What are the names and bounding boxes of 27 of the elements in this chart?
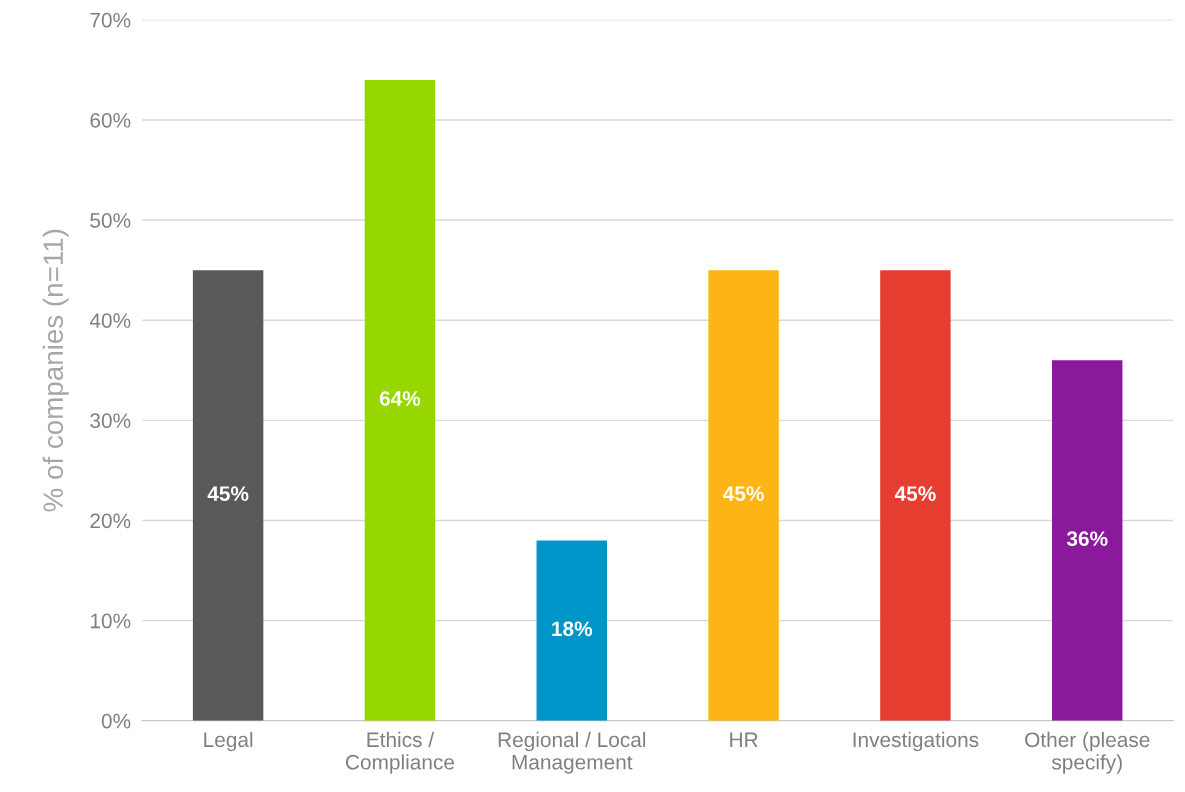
- x-tick-label: Other (please specify): [1025, 731, 1150, 774]
- x-tick-label: Regional / Local Management: [498, 731, 646, 774]
- x-tick-label: HR: [730, 732, 758, 747]
- y-tick-label: 10%: [90, 613, 131, 629]
- bar: [536, 540, 607, 721]
- data-label: 18%: [552, 621, 593, 637]
- y-tick-label: 70%: [90, 12, 131, 28]
- y-tick-label: 50%: [90, 213, 131, 228]
- data-label: 36%: [1066, 531, 1108, 547]
- bar: [1052, 360, 1123, 721]
- bar: [708, 270, 779, 721]
- y-tick-label: 0%: [101, 713, 131, 729]
- data-label: 64%: [379, 391, 421, 406]
- y-tick-label: 30%: [90, 413, 131, 429]
- x-tick-label: Investigations: [853, 731, 979, 752]
- y-tick-label: 20%: [90, 513, 131, 529]
- y-tick-label: 40%: [89, 313, 131, 328]
- bar: [880, 270, 951, 721]
- bar: [192, 270, 264, 721]
- data-label: 45%: [894, 486, 936, 502]
- y-axis-title: % of companies (n=11): [42, 229, 69, 512]
- data-label: 45%: [207, 486, 249, 502]
- y-tick-label: 60%: [90, 112, 131, 128]
- x-tick-label: Legal: [204, 731, 253, 752]
- data-label: 45%: [723, 486, 764, 502]
- bar: [364, 79, 436, 721]
- x-tick-label: Ethics / Compliance: [346, 731, 455, 774]
